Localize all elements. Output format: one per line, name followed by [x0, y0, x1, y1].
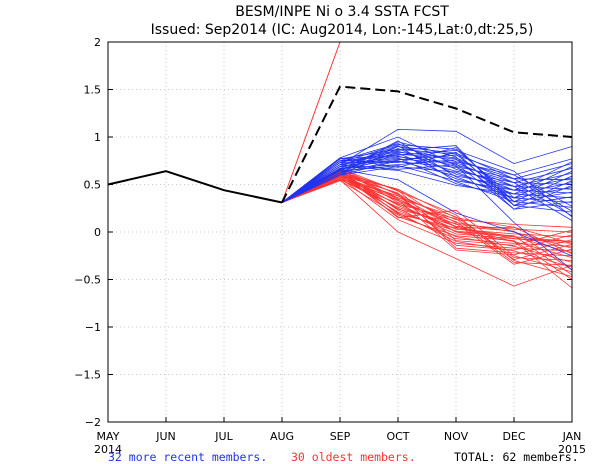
- blue-member-line: [281, 128, 573, 203]
- series-group: [107, 41, 573, 289]
- y-tick-label: 1.5: [84, 84, 102, 97]
- y-tick-label: 0: [94, 226, 101, 239]
- ensemble-mean-line: [281, 85, 573, 203]
- blue-member-line: [281, 148, 573, 203]
- x-year-label: 2015: [558, 443, 586, 456]
- y-tick-label: −0.5: [74, 274, 101, 287]
- x-tick-label: JUL: [214, 430, 233, 443]
- chart-title: BESM/INPE Ni o 3.4 SSTA FCST: [235, 4, 449, 20]
- blue-member-line: [281, 161, 573, 203]
- blue-member-line: [281, 136, 573, 271]
- red-member-line: [281, 171, 573, 261]
- plot-frame: [107, 41, 573, 423]
- red-member-line: [281, 172, 573, 289]
- blue-member-line: [281, 153, 573, 206]
- x-tick-label: AUG: [270, 430, 294, 443]
- y-tick-label: −1.5: [74, 369, 101, 382]
- legend-oldest-members: 30 oldest members.: [291, 450, 416, 464]
- red-member-line: [281, 178, 573, 256]
- y-tick-label: 2: [94, 36, 101, 49]
- red-member-line: [281, 179, 573, 287]
- x-tick-label: SEP: [330, 430, 351, 443]
- legend-total-members: TOTAL: 62 members.: [454, 450, 579, 464]
- x-year-label: 2014: [94, 443, 122, 456]
- red-member-line: [281, 180, 573, 247]
- x-tick-label: MAY: [97, 430, 120, 443]
- blue-member-line: [281, 168, 573, 257]
- blue-member-line: [281, 155, 573, 217]
- blue-member-line: [281, 166, 573, 203]
- y-tick-label: −1: [85, 321, 101, 334]
- x-tick-label: JAN: [562, 430, 582, 443]
- observed-line: [107, 170, 283, 204]
- blue-member-line: [281, 144, 573, 203]
- red-outlier-line: [281, 41, 341, 203]
- blue-member-line: [281, 146, 573, 207]
- chart-subtitle: Issued: Sep2014 (IC: Aug2014, Lon:-145,L…: [151, 22, 534, 38]
- legend-recent-members: 32 more recent members.: [108, 450, 267, 464]
- x-tick-label: JUN: [155, 430, 176, 443]
- grid-lines: [108, 42, 572, 422]
- blue-member-line: [281, 160, 573, 221]
- red-member-line: [281, 177, 573, 252]
- x-tick-label: DEC: [502, 430, 525, 443]
- y-tick-label: 1: [94, 131, 101, 144]
- x-tick-label: NOV: [444, 430, 469, 443]
- y-tick-label: 0.5: [84, 179, 102, 192]
- y-tick-label: −2: [85, 416, 101, 429]
- red-member-line: [281, 176, 573, 244]
- x-tick-label: OCT: [386, 430, 409, 443]
